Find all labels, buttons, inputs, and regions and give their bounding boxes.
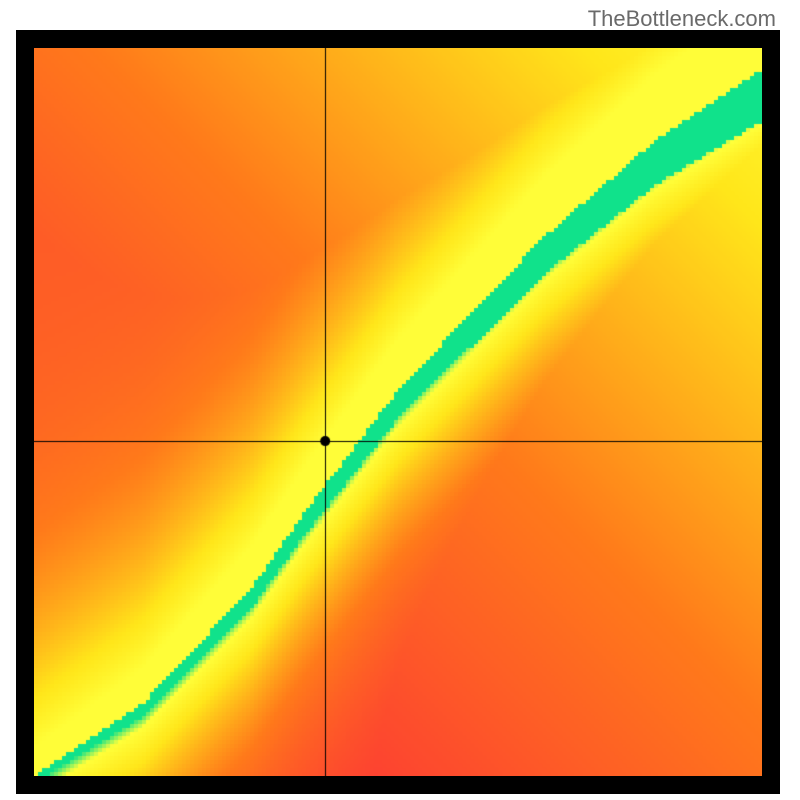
chart-frame <box>16 30 780 794</box>
attribution-text: TheBottleneck.com <box>588 6 776 32</box>
bottleneck-heatmap <box>34 48 762 776</box>
chart-container: TheBottleneck.com <box>0 0 800 800</box>
